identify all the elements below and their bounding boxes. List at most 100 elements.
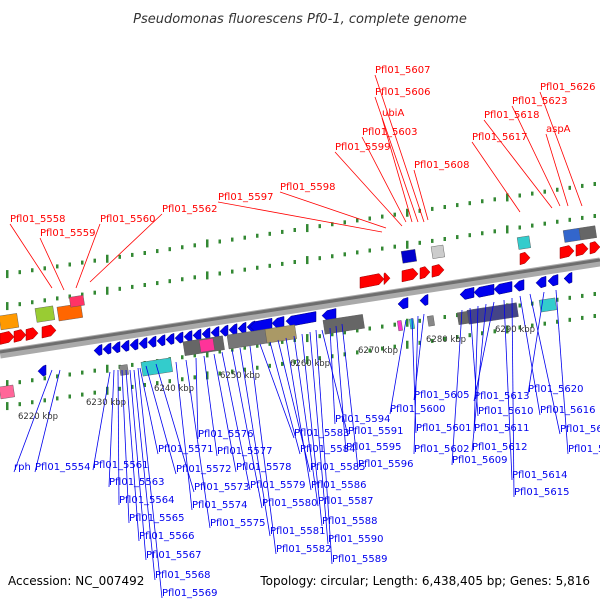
leader-line <box>329 327 336 425</box>
tick-mark <box>106 286 109 295</box>
leader-line <box>361 136 407 223</box>
leader-line <box>341 323 359 470</box>
tick-mark <box>356 350 359 355</box>
leader-line <box>381 117 413 223</box>
tick-mark <box>43 376 46 381</box>
tick-mark <box>18 402 21 407</box>
tick-mark <box>518 225 521 230</box>
tick-mark <box>56 296 59 301</box>
gene-label: Pfl01_5584 <box>300 444 356 455</box>
feature-block <box>427 315 435 327</box>
tick-mark <box>6 270 9 279</box>
tick-mark <box>343 252 346 257</box>
tick-mark <box>6 302 9 311</box>
tick-mark <box>218 271 221 276</box>
tick-mark <box>68 372 71 377</box>
gene-label: Pfl01_5573 <box>194 482 250 493</box>
leader-line <box>249 345 277 555</box>
tick-mark <box>368 248 371 253</box>
tick-mark <box>106 254 109 263</box>
accession-text: Accession: NC_007492 <box>8 574 144 588</box>
tick-mark <box>318 334 321 339</box>
tick-mark <box>143 250 146 255</box>
tick-mark <box>243 367 246 372</box>
leader-line <box>511 297 515 498</box>
gene-label: Pfl01_5611 <box>474 423 530 434</box>
tick-mark <box>268 341 271 346</box>
tick-mark <box>543 221 546 226</box>
tick-mark <box>406 340 409 349</box>
tick-mark <box>556 187 559 192</box>
tick-mark <box>206 239 209 248</box>
gene-label: Pfl01_5569 <box>162 588 218 599</box>
gene-label: Pfl01_5603 <box>362 127 418 138</box>
leader-line <box>334 151 403 227</box>
gene-label: Pfl01_5561 <box>93 460 149 471</box>
forward-gene-arrow <box>25 327 39 341</box>
tick-mark <box>593 291 596 296</box>
leader-line <box>13 369 53 473</box>
leader-line <box>374 74 425 223</box>
tick-mark <box>131 252 134 257</box>
leader-line <box>239 347 271 537</box>
tick-mark <box>581 293 584 298</box>
gene-label: Pfl01_5609 <box>452 455 508 466</box>
leader-line <box>555 289 569 455</box>
tick-mark <box>193 353 196 358</box>
tick-mark <box>206 349 209 358</box>
tick-mark <box>156 249 159 254</box>
leader-line <box>137 367 163 599</box>
feature-block <box>119 364 129 376</box>
gene-label: Pfl01_5574 <box>192 500 248 511</box>
feature-block <box>0 384 15 400</box>
feature-block <box>578 225 597 241</box>
leader-line <box>374 96 419 223</box>
reverse-gene-arrow <box>129 338 139 351</box>
tick-mark <box>218 371 221 376</box>
kbp-label: 6280 kbp <box>426 335 466 345</box>
tick-mark <box>531 323 534 328</box>
gene-label: Pfl01_5617 <box>472 132 528 143</box>
gene-labels: Pfl01_5558 Pfl01_5559 Pfl01_5560 Pfl01_5562… <box>10 65 600 599</box>
tick-mark <box>31 378 34 383</box>
tick-mark <box>81 260 84 265</box>
leader-line <box>89 213 163 283</box>
tick-mark <box>131 362 134 367</box>
tick-mark <box>306 356 309 365</box>
leader-line <box>39 237 65 291</box>
kbp-label: 6220 kbp <box>18 412 58 422</box>
tick-mark <box>581 183 584 188</box>
leader-line <box>121 369 130 524</box>
reverse-gene-arrow <box>201 327 211 340</box>
gene-label: Pfl01_5588 <box>322 516 378 527</box>
tick-mark <box>93 290 96 295</box>
tick-mark <box>468 333 471 338</box>
tick-mark <box>218 349 221 354</box>
tick-mark <box>531 223 534 228</box>
tick-mark <box>293 359 296 364</box>
leader-line <box>293 335 319 507</box>
gene-label: Pfl01_5598 <box>280 182 336 193</box>
leader-line <box>125 369 140 542</box>
gene-label: Pfl01_5566 <box>139 531 195 542</box>
tick-mark <box>143 382 146 387</box>
tick-mark <box>306 224 309 233</box>
gene-label: Pfl01_5621 <box>568 444 600 455</box>
gene-label: Pfl01_5613 <box>474 391 530 402</box>
reverse-gene-arrow <box>493 281 513 295</box>
gene-label: Pfl01_5602 <box>414 444 470 455</box>
gene-label: Pfl01_5614 <box>512 470 568 481</box>
feature-block <box>516 235 531 250</box>
tick-mark <box>368 216 371 221</box>
tick-mark <box>106 364 109 373</box>
gene-label: Pfl01_5596 <box>358 459 414 470</box>
tick-mark <box>31 400 34 405</box>
tick-mark <box>406 208 409 217</box>
tick-mark <box>418 340 421 345</box>
tick-mark <box>281 229 284 234</box>
tick-mark <box>43 266 46 271</box>
reverse-gene-arrow <box>563 271 573 284</box>
tick-mark <box>581 315 584 320</box>
tick-mark <box>506 325 509 334</box>
